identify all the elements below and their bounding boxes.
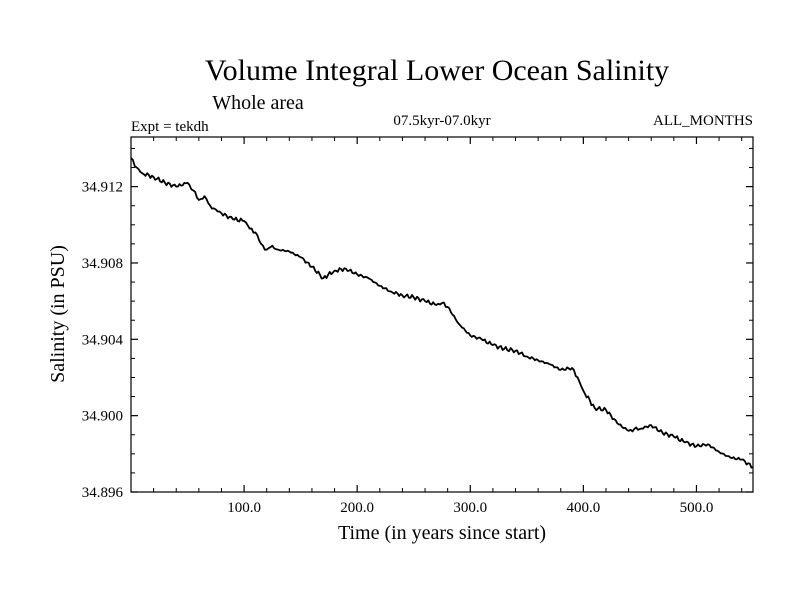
chart-title: Volume Integral Lower Ocean Salinity [205, 54, 669, 87]
y-axis-label: Salinity (in PSU) [47, 245, 69, 383]
y-tick-label: 34.900 [82, 409, 123, 425]
x-tick-label: 200.0 [340, 500, 374, 516]
x-tick-label: 400.0 [566, 500, 600, 516]
chart-subtitle: Whole area [212, 92, 304, 114]
x-tick-label: 100.0 [227, 500, 261, 516]
period-label: 07.5kyr-07.0kyr [393, 113, 490, 129]
y-tick-label: 34.908 [82, 256, 123, 272]
x-tick-label: 300.0 [453, 500, 487, 516]
experiment-label: Expt = tekdh [131, 119, 209, 135]
y-tick-label: 34.912 [82, 180, 123, 196]
plot-frame [130, 136, 754, 493]
y-tick-labels: 34.896 34.900 34.904 34.908 34.912 [82, 180, 124, 501]
salinity-series-line [130, 157, 754, 469]
x-axis-label: Time (in years since start) [338, 522, 546, 544]
x-tick-labels: 100.0 200.0 300.0 400.0 500.0 [227, 500, 713, 516]
y-tick-label: 34.904 [82, 332, 124, 348]
axis-ticks [131, 137, 753, 493]
y-tick-label: 34.896 [82, 485, 124, 501]
x-tick-label: 500.0 [680, 500, 714, 516]
months-label: ALL_MONTHS [653, 113, 753, 129]
